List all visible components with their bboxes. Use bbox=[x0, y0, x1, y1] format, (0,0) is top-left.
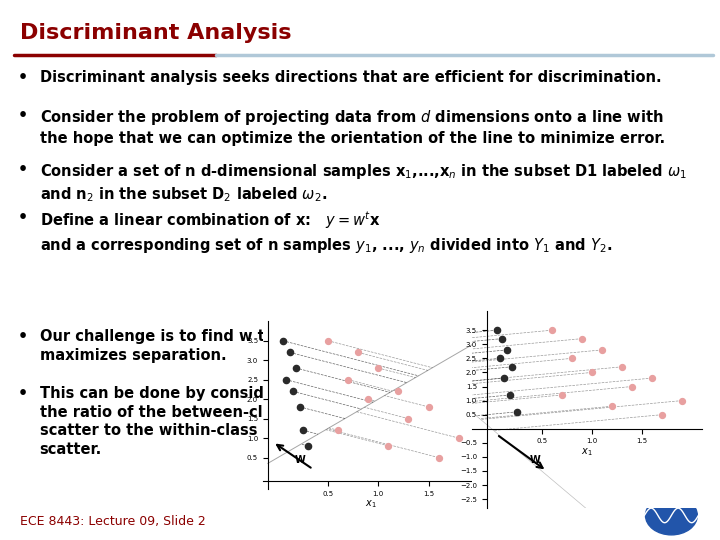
Point bbox=[453, 434, 464, 442]
Point bbox=[290, 364, 302, 373]
Point bbox=[280, 375, 292, 384]
Point bbox=[494, 354, 505, 363]
Point bbox=[287, 387, 299, 396]
Text: W: W bbox=[530, 455, 541, 464]
Text: Our challenge is to find w that
maximizes separation.: Our challenge is to find w that maximize… bbox=[40, 329, 292, 363]
Point bbox=[556, 390, 567, 399]
Text: •: • bbox=[18, 162, 28, 177]
Text: ECE 8443: Lecture 09, Slide 2: ECE 8443: Lecture 09, Slide 2 bbox=[20, 515, 206, 528]
Text: and a corresponding set of n samples $y_1$, ..., $y_n$ divided into $Y_1$ and $Y: and a corresponding set of n samples $y_… bbox=[40, 236, 612, 255]
Point bbox=[372, 364, 384, 373]
Text: Consider the problem of projecting data from $d$ dimensions onto a line with
the: Consider the problem of projecting data … bbox=[40, 108, 665, 146]
Point bbox=[343, 375, 354, 384]
Text: Consider a set of n d-dimensional samples $\mathbf{x}_1$,...,$\mathbf{x}_n$ in t: Consider a set of n d-dimensional sample… bbox=[40, 162, 687, 204]
Point bbox=[353, 348, 364, 357]
Point bbox=[511, 408, 523, 416]
Text: •: • bbox=[18, 329, 28, 345]
Point bbox=[302, 442, 314, 450]
Point bbox=[402, 414, 414, 423]
Point bbox=[333, 426, 344, 435]
Point bbox=[576, 334, 588, 343]
Point bbox=[656, 410, 667, 419]
Text: W: W bbox=[295, 455, 306, 465]
Point bbox=[546, 326, 557, 335]
Point bbox=[504, 390, 516, 399]
Point bbox=[323, 336, 334, 345]
Point bbox=[297, 426, 309, 435]
Point bbox=[626, 382, 638, 391]
Circle shape bbox=[646, 496, 697, 535]
Point bbox=[586, 368, 598, 377]
Text: Discriminant Analysis: Discriminant Analysis bbox=[20, 23, 292, 43]
Point bbox=[676, 396, 688, 405]
Point bbox=[433, 453, 444, 462]
Point bbox=[284, 348, 296, 357]
Text: •: • bbox=[18, 386, 28, 401]
Point bbox=[606, 402, 618, 410]
X-axis label: $x_1$: $x_1$ bbox=[365, 498, 377, 510]
Point bbox=[392, 387, 404, 396]
Text: Define a linear combination of x:   $y = w^t\mathbf{x}$: Define a linear combination of x: $y = w… bbox=[40, 210, 380, 231]
Point bbox=[363, 395, 374, 403]
Point bbox=[646, 374, 657, 382]
Point bbox=[498, 374, 510, 382]
Text: •: • bbox=[18, 70, 28, 85]
Point bbox=[501, 346, 513, 354]
Text: •: • bbox=[18, 210, 28, 225]
Point bbox=[616, 362, 628, 371]
Point bbox=[382, 442, 394, 450]
Point bbox=[566, 354, 577, 363]
Text: This can be done by considering
the ratio of the between-class
scatter to the wi: This can be done by considering the rati… bbox=[40, 386, 307, 457]
Text: Discriminant analysis seeks directions that are efficient for discrimination.: Discriminant analysis seeks directions t… bbox=[40, 70, 661, 85]
Text: •: • bbox=[18, 108, 28, 123]
Point bbox=[496, 334, 508, 343]
X-axis label: $x_1$: $x_1$ bbox=[581, 446, 593, 458]
Point bbox=[423, 403, 434, 411]
Point bbox=[596, 346, 608, 354]
Point bbox=[294, 403, 306, 411]
Point bbox=[277, 336, 289, 345]
Point bbox=[491, 326, 503, 335]
Point bbox=[506, 362, 518, 371]
